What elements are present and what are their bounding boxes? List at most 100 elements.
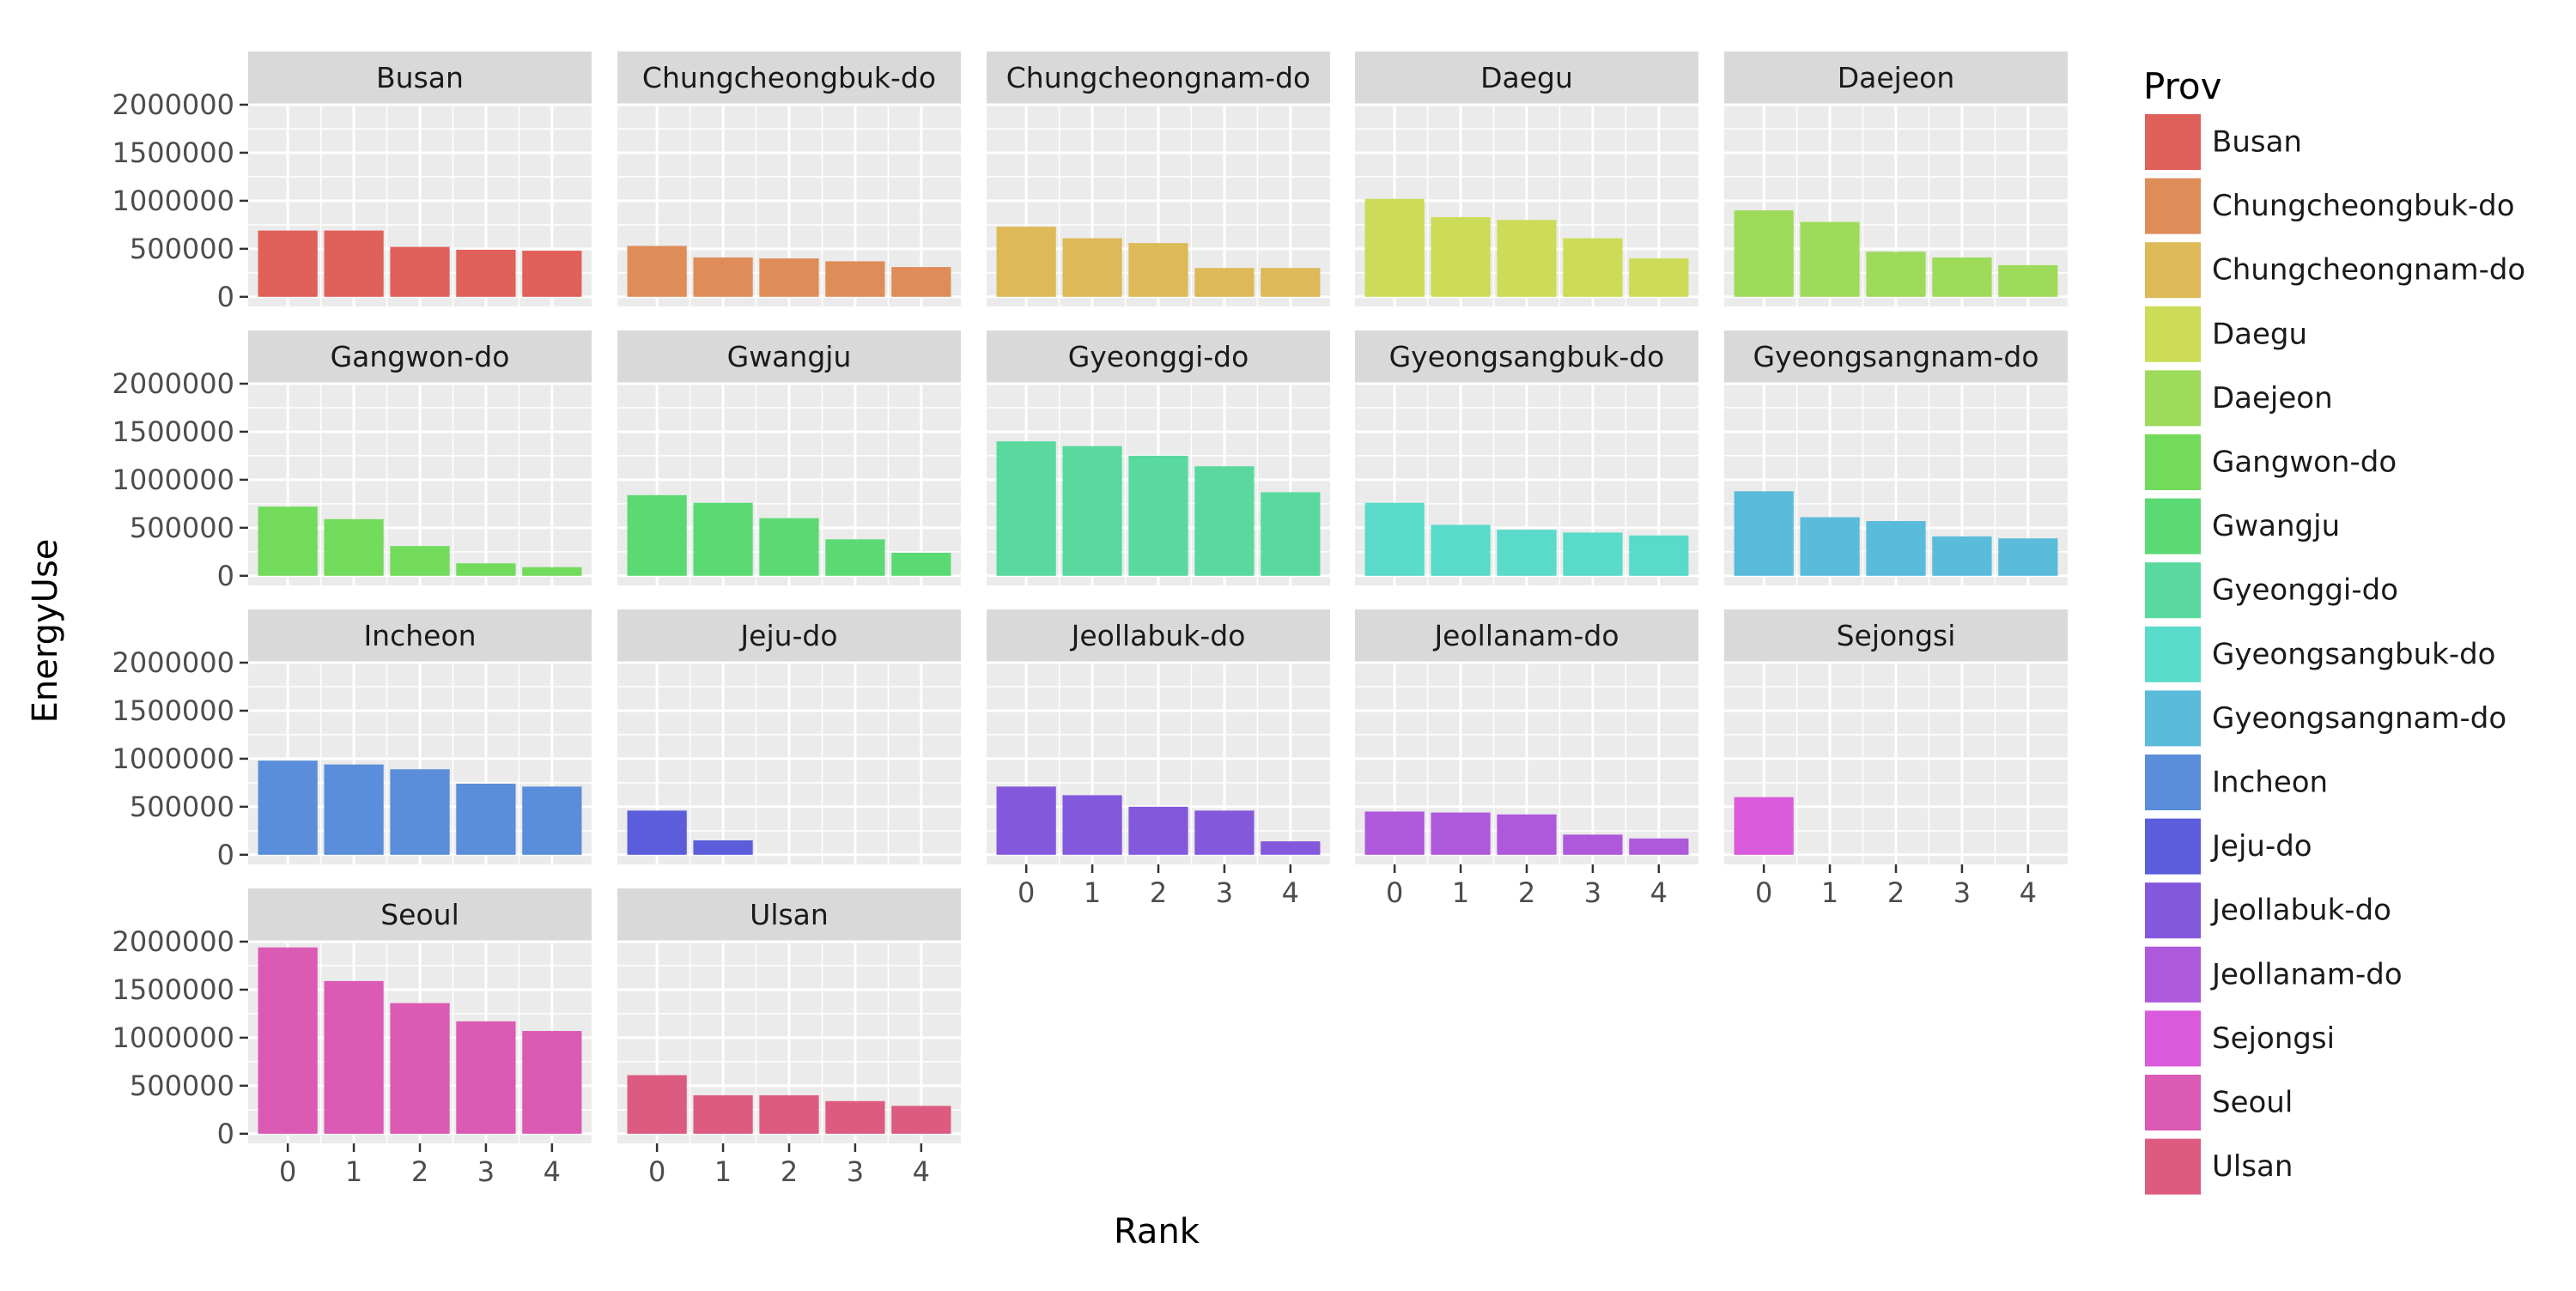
bar-Gyeonggi-do-rank-3 — [1194, 466, 1255, 576]
bar-Jeollanam-do-rank-1 — [1431, 812, 1491, 855]
y-tick-label: 500000 — [130, 1070, 234, 1102]
y-tick-label: 1000000 — [112, 1021, 234, 1054]
legend-key-Chungcheongbuk-do — [2145, 178, 2201, 234]
x-tick-label: 1 — [1452, 876, 1469, 909]
x-tick-label: 3 — [1216, 876, 1233, 909]
facet-strip — [1355, 330, 1698, 384]
bar-Jeollanam-do-rank-2 — [1497, 814, 1557, 855]
bar-Gyeonggi-do-rank-0 — [996, 441, 1056, 576]
bar-Daegu-rank-0 — [1364, 198, 1425, 297]
bar-Daejeon-rank-1 — [1800, 221, 1860, 297]
legend-key-Jeju-do — [2145, 818, 2201, 875]
bar-Jeollabuk-do-rank-2 — [1128, 806, 1188, 855]
x-tick-label: 0 — [1018, 876, 1035, 909]
y-tick-label: 1500000 — [112, 694, 234, 727]
facet-label: Gyeonggi-do — [1068, 340, 1249, 373]
legend-key-Ulsan — [2145, 1138, 2201, 1195]
legend-title: Prov — [2143, 65, 2222, 107]
facet-strip — [617, 52, 961, 105]
x-tick-label: 2 — [1518, 876, 1535, 909]
y-tick-label: 2000000 — [112, 367, 234, 400]
facet-label: Seoul — [380, 898, 459, 931]
facet-strip — [987, 52, 1330, 105]
bar-Seoul-rank-0 — [258, 947, 318, 1134]
bar-Jeollanam-do-rank-0 — [1364, 811, 1425, 855]
legend-label-Sejongsi: Sejongsi — [2212, 1021, 2335, 1056]
bar-Seoul-rank-4 — [522, 1031, 582, 1134]
legend-key-Seoul — [2145, 1075, 2201, 1130]
x-tick-label: 4 — [544, 1155, 561, 1188]
bar-Chungcheongnam-do-rank-3 — [1194, 268, 1255, 297]
bar-Gyeongsangbuk-do-rank-0 — [1364, 502, 1425, 576]
facet-strip — [248, 52, 592, 105]
legend-key-Chungcheongnam-do — [2145, 242, 2201, 299]
bar-Daegu-rank-3 — [1563, 238, 1623, 297]
facet-strip — [617, 888, 961, 942]
x-tick-label: 3 — [1953, 876, 1971, 909]
legend-key-Daejeon — [2145, 370, 2201, 427]
bar-Chungcheongbuk-do-rank-1 — [693, 257, 753, 297]
bar-Incheon-rank-3 — [456, 784, 516, 855]
facet-label: Gyeongsangbuk-do — [1389, 340, 1665, 373]
bar-Gyeonggi-do-rank-2 — [1128, 455, 1188, 576]
y-tick-label: 500000 — [130, 791, 234, 823]
legend-label-Gyeongsangbuk-do: Gyeongsangbuk-do — [2212, 637, 2495, 671]
x-tick-label: 0 — [648, 1155, 665, 1188]
bar-Incheon-rank-0 — [258, 761, 318, 855]
legend-label-Jeollanam-do: Jeollanam-do — [2210, 957, 2403, 991]
bar-Chungcheongnam-do-rank-2 — [1128, 243, 1188, 297]
bar-Seoul-rank-3 — [456, 1021, 516, 1134]
bar-Busan-rank-1 — [324, 230, 384, 297]
bar-Jeollanam-do-rank-4 — [1629, 838, 1689, 855]
legend-label-Gyeonggi-do: Gyeonggi-do — [2212, 573, 2398, 608]
x-tick-label: 0 — [1386, 876, 1403, 909]
bar-Gyeongsangnam-do-rank-3 — [1932, 536, 1992, 576]
y-tick-label: 1500000 — [112, 415, 234, 448]
legend-label-Ulsan: Ulsan — [2212, 1149, 2293, 1184]
facet-strip — [1355, 609, 1698, 663]
x-axis-title: Rank — [1114, 1212, 1200, 1252]
bar-Gyeonggi-do-rank-4 — [1261, 492, 1321, 576]
facet-label: Chungcheongnam-do — [1006, 61, 1310, 94]
bar-Busan-rank-0 — [258, 230, 318, 297]
y-tick-label: 0 — [217, 560, 234, 592]
bar-Chungcheongbuk-do-rank-0 — [627, 245, 687, 297]
bar-Gyeonggi-do-rank-1 — [1062, 445, 1122, 576]
bar-Gwangju-rank-4 — [891, 552, 951, 576]
legend-key-Sejongsi — [2145, 1010, 2201, 1067]
legend-key-Gyeongsangbuk-do — [2145, 626, 2201, 682]
legend-label-Chungcheongnam-do: Chungcheongnam-do — [2212, 253, 2525, 288]
y-tick-label: 500000 — [130, 512, 234, 544]
bar-Ulsan-rank-2 — [759, 1095, 819, 1134]
bar-Ulsan-rank-4 — [891, 1106, 951, 1134]
facet-strip — [987, 330, 1330, 384]
facet-label: Sejongsi — [1837, 619, 1956, 652]
bar-Daegu-rank-1 — [1431, 216, 1491, 297]
x-tick-label: 4 — [1282, 876, 1299, 909]
x-tick-label: 0 — [279, 1155, 296, 1188]
bar-Chungcheongbuk-do-rank-2 — [759, 258, 819, 297]
bar-Daejeon-rank-0 — [1734, 210, 1794, 297]
legend-label-Gyeongsangnam-do: Gyeongsangnam-do — [2212, 701, 2506, 736]
facet-strip — [248, 330, 592, 384]
facet-label: Jeollabuk-do — [1070, 619, 1246, 652]
facet-label: Busan — [376, 61, 464, 94]
legend-key-Jeollabuk-do — [2145, 882, 2201, 939]
bar-Sejongsi-rank-0 — [1734, 797, 1794, 855]
legend-key-Jeollanam-do — [2145, 946, 2201, 1003]
bar-Ulsan-rank-1 — [693, 1095, 753, 1134]
bar-Jeollabuk-do-rank-1 — [1062, 795, 1122, 855]
bar-Chungcheongnam-do-rank-1 — [1062, 238, 1122, 297]
legend-key-Gangwon-do — [2145, 434, 2201, 490]
legend-key-Gwangju — [2145, 498, 2201, 555]
facet-strip — [617, 330, 961, 384]
facet-strip — [987, 609, 1330, 663]
bar-Gyeongsangbuk-do-rank-2 — [1497, 530, 1557, 576]
bar-Busan-rank-4 — [522, 251, 582, 297]
y-tick-label: 1000000 — [112, 742, 234, 775]
legend-key-Gyeongsangnam-do — [2145, 690, 2201, 747]
x-tick-label: 1 — [714, 1155, 732, 1188]
x-tick-label: 3 — [847, 1155, 864, 1188]
bar-Daejeon-rank-2 — [1866, 252, 1926, 297]
